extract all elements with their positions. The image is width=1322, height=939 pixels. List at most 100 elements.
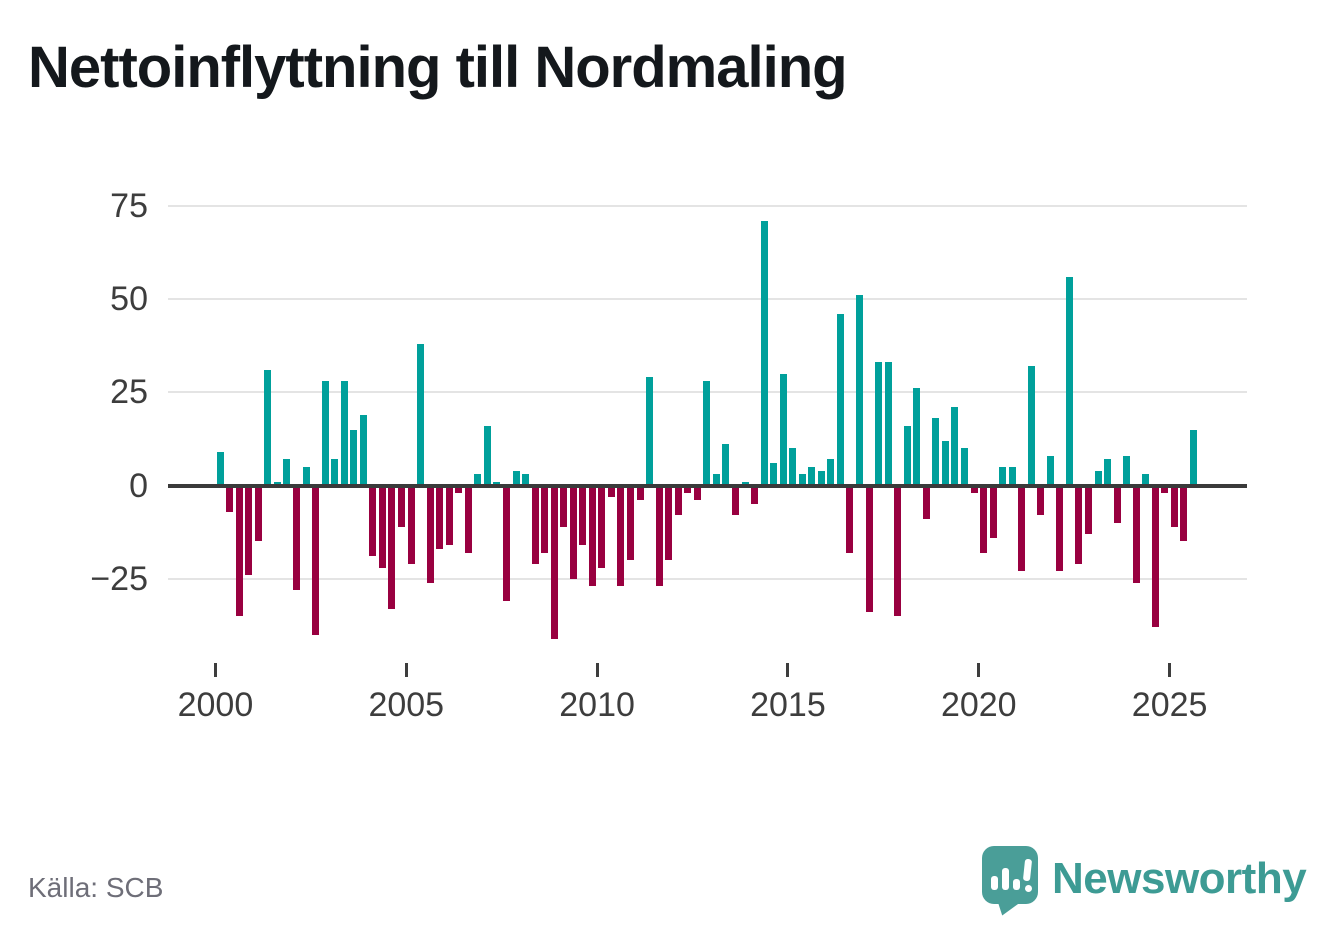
bar-2024-Q3 xyxy=(1151,485,1159,628)
bar-2012-Q4 xyxy=(703,381,711,486)
bar-2023-Q3 xyxy=(1113,485,1121,523)
bar-2013-Q3 xyxy=(731,485,739,516)
bar-2004-Q4 xyxy=(397,485,405,527)
bar-2022-Q3 xyxy=(1075,485,1083,564)
bar-2015-Q1 xyxy=(789,448,797,486)
bar-2019-Q2 xyxy=(951,407,959,486)
bar-2015-Q2 xyxy=(798,474,806,486)
bar-2000-Q1 xyxy=(216,451,224,486)
y-axis-tick-label: −25 xyxy=(90,559,148,598)
bar-2008-Q1 xyxy=(522,474,530,486)
bar-2025-Q2 xyxy=(1180,485,1188,542)
chart-title: Nettoinflyttning till Nordmaling xyxy=(28,35,848,100)
bar-2003-Q1 xyxy=(331,459,339,486)
x-axis-tick-label: 2025 xyxy=(1131,686,1208,724)
bar-2009-Q4 xyxy=(588,485,596,587)
x-axis-tick-label: 2020 xyxy=(940,686,1017,724)
bar-2003-Q3 xyxy=(350,429,358,486)
bar-2002-Q4 xyxy=(321,381,329,486)
bar-2025-Q3 xyxy=(1189,429,1197,486)
bar-2024-Q1 xyxy=(1132,485,1140,583)
bar-2001-Q4 xyxy=(283,459,291,486)
bar-2006-Q3 xyxy=(464,485,472,553)
bar-2023-Q1 xyxy=(1094,470,1102,486)
bar-2024-Q2 xyxy=(1142,474,1150,486)
gridline xyxy=(168,297,1247,300)
bar-2025-Q1 xyxy=(1170,485,1178,527)
bar-2004-Q3 xyxy=(388,485,396,609)
bar-2019-Q4 xyxy=(970,485,978,493)
bar-2017-Q1 xyxy=(865,485,873,613)
x-axis-tick-mark xyxy=(404,663,408,677)
zero-axis-line xyxy=(168,483,1247,488)
bar-2021-Q3 xyxy=(1037,485,1045,516)
bar-2017-Q2 xyxy=(875,362,883,486)
bar-2010-Q3 xyxy=(617,485,625,587)
bar-2018-Q1 xyxy=(903,425,911,486)
bar-2013-Q2 xyxy=(722,444,730,486)
y-axis-tick-label: 75 xyxy=(110,186,148,225)
bar-2018-Q3 xyxy=(922,485,930,520)
bar-2009-Q1 xyxy=(560,485,568,527)
x-axis-tick-label: 2000 xyxy=(177,686,254,724)
bar-2011-Q3 xyxy=(655,485,663,587)
y-axis-tick-label: 0 xyxy=(129,466,148,505)
bar-2012-Q1 xyxy=(674,485,682,516)
bar-2024-Q4 xyxy=(1161,485,1169,493)
bar-2016-Q2 xyxy=(836,313,844,486)
speech-bubble-bar-chart-icon xyxy=(982,846,1038,904)
bar-2002-Q2 xyxy=(302,466,310,486)
bar-2010-Q4 xyxy=(627,485,634,561)
y-axis-tick-label: 25 xyxy=(110,373,148,412)
logo-bar-icon xyxy=(1013,879,1020,890)
x-axis-tick-label: 2010 xyxy=(559,686,635,724)
bar-2007-Q1 xyxy=(483,425,491,486)
bar-2022-Q1 xyxy=(1056,485,1064,572)
bar-2011-Q4 xyxy=(665,485,673,561)
bar-2012-Q2 xyxy=(684,485,692,493)
bar-2005-Q4 xyxy=(436,485,444,549)
bar-2001-Q1 xyxy=(254,485,262,542)
bar-2009-Q2 xyxy=(569,485,577,579)
x-axis-tick-mark xyxy=(786,663,790,677)
bar-2021-Q2 xyxy=(1027,366,1035,486)
bar-2014-Q4 xyxy=(779,373,787,486)
bar-2020-Q2 xyxy=(989,485,997,538)
bar-2017-Q4 xyxy=(894,485,902,617)
y-axis-tick-label: 50 xyxy=(110,279,148,318)
source-note: Källa: SCB xyxy=(28,872,164,903)
x-axis-tick-mark xyxy=(595,663,599,677)
bar-2010-Q1 xyxy=(598,485,606,568)
x-axis-tick-label: 2015 xyxy=(750,686,826,724)
gridline xyxy=(168,204,1247,207)
bar-2002-Q1 xyxy=(293,485,301,590)
bar-2005-Q3 xyxy=(426,485,434,583)
bar-2006-Q1 xyxy=(445,485,453,546)
bar-2015-Q3 xyxy=(808,466,816,486)
bar-2013-Q1 xyxy=(712,474,720,486)
bar-2003-Q2 xyxy=(340,381,348,486)
bar-2019-Q3 xyxy=(960,448,968,486)
bar-2020-Q1 xyxy=(980,485,988,553)
bar-2015-Q4 xyxy=(817,470,825,486)
bar-2017-Q3 xyxy=(884,362,892,486)
bar-2008-Q4 xyxy=(550,485,558,639)
bar-2005-Q2 xyxy=(417,343,425,486)
bar-2012-Q3 xyxy=(693,485,701,501)
bar-2006-Q2 xyxy=(455,485,463,493)
bar-2023-Q2 xyxy=(1104,459,1112,486)
logo-exclamation-dot-icon xyxy=(1025,885,1032,892)
bar-2021-Q1 xyxy=(1018,485,1026,572)
bar-2014-Q2 xyxy=(760,220,768,486)
bar-2016-Q4 xyxy=(856,295,863,486)
bar-2004-Q2 xyxy=(378,485,386,568)
bar-2009-Q3 xyxy=(579,485,587,546)
bar-2008-Q2 xyxy=(531,485,539,564)
bar-2005-Q1 xyxy=(407,485,415,564)
bar-2022-Q2 xyxy=(1065,276,1073,486)
bar-2022-Q4 xyxy=(1085,485,1093,535)
bar-2000-Q4 xyxy=(245,485,253,576)
logo-bar-icon xyxy=(991,876,998,890)
x-axis-tick-label: 2005 xyxy=(368,686,445,724)
